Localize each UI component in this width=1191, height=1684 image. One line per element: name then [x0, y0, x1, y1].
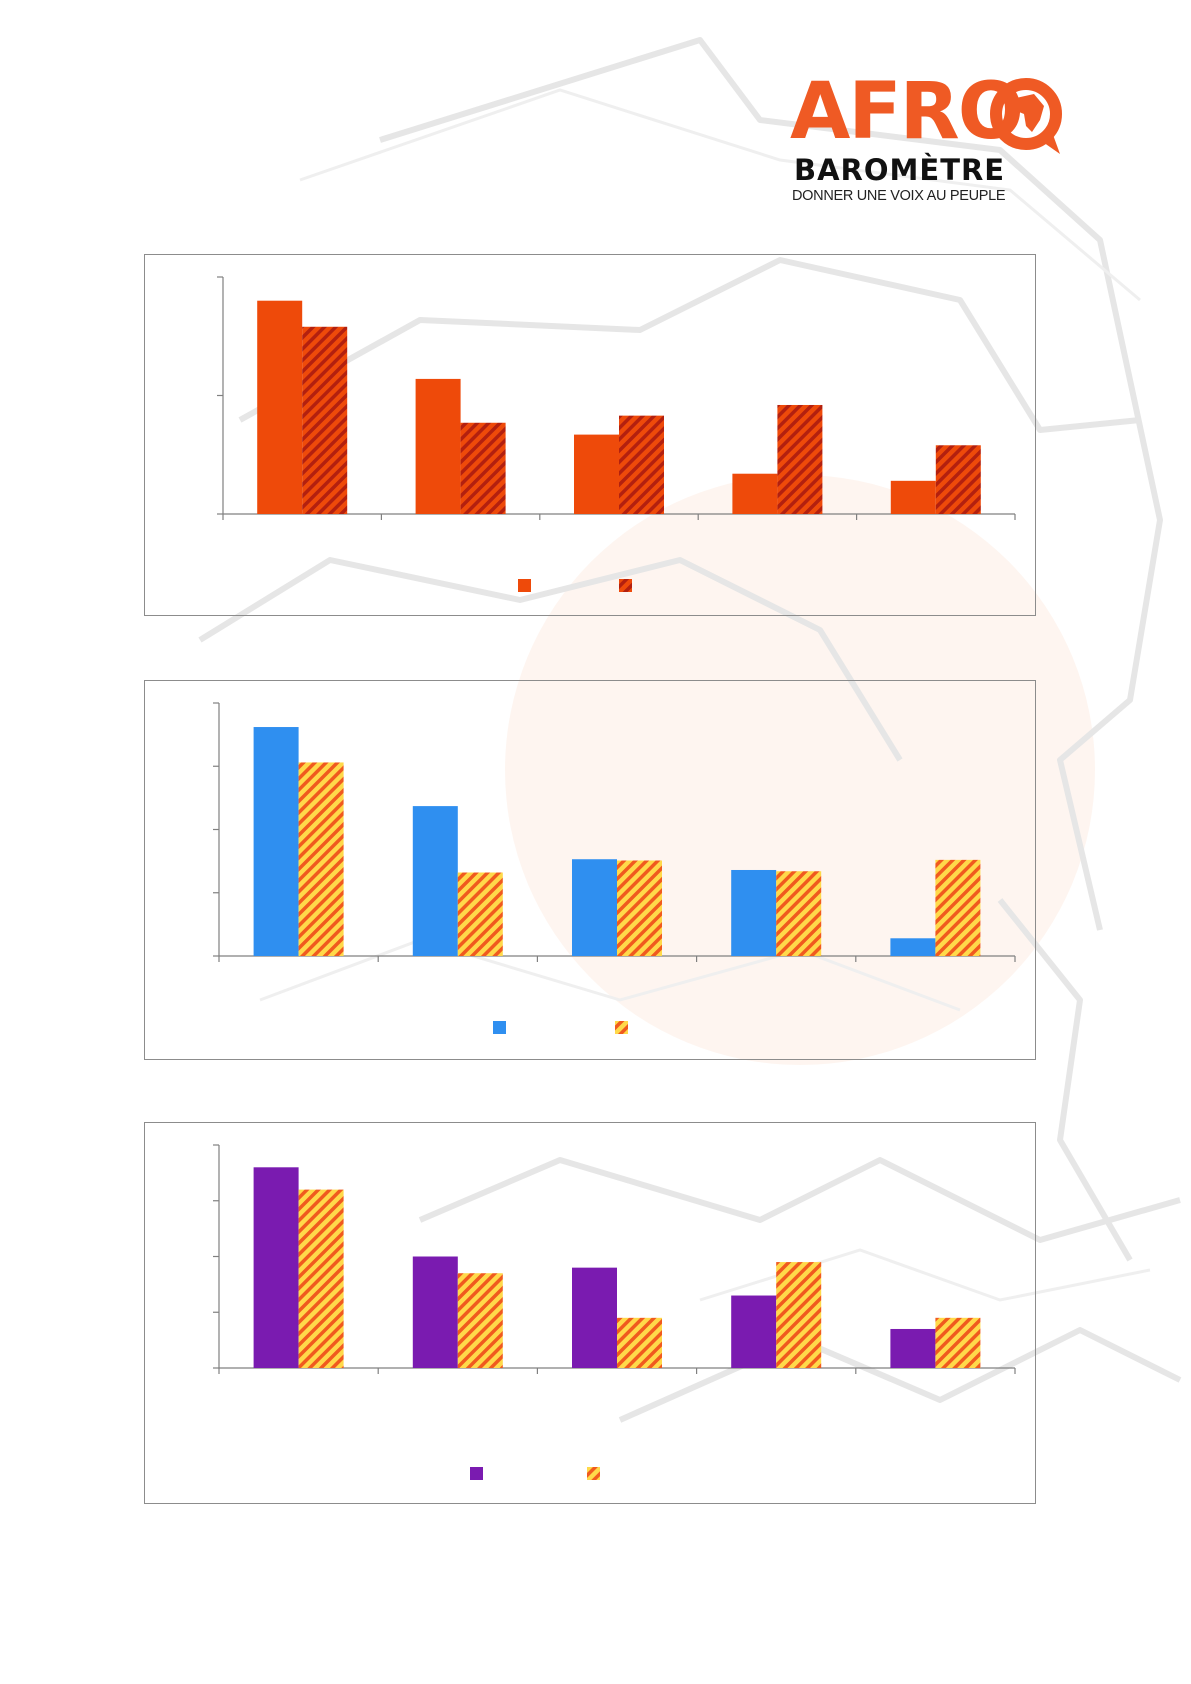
legend-swatch-hatched [615, 1021, 628, 1034]
bar-solid-3 [574, 434, 619, 514]
legend-swatch-hatched [619, 579, 632, 592]
bar-hatched-2 [457, 1273, 503, 1368]
logo-tagline: DONNER UNE VOIX AU PEUPLE [792, 188, 1006, 204]
bar-hatched-4 [776, 871, 822, 956]
bar-solid-4 [731, 869, 777, 956]
chart-3 [144, 1122, 1036, 1504]
bar-solid-5 [890, 480, 936, 514]
bar-hatched-1 [298, 762, 344, 956]
bar-hatched-5 [935, 859, 981, 956]
afrobarometer-logo: AFRO BAROMÈTRE DONNER UNE VOIX AU PEUPLE [790, 70, 1070, 210]
chart-1-plot [217, 276, 1016, 592]
legend-swatch-solid [493, 1021, 506, 1034]
bar-solid-1 [253, 727, 299, 956]
bar-hatched-5 [935, 1317, 981, 1368]
bar-solid-1 [257, 300, 303, 514]
bar-hatched-2 [457, 872, 503, 956]
bar-solid-2 [412, 1256, 458, 1368]
bar-solid-2 [412, 806, 458, 956]
logo-name-text: BAROMÈTRE [794, 153, 1006, 187]
bar-hatched-1 [298, 1189, 344, 1368]
speech-bubble-africa-icon [990, 78, 1062, 154]
chart-3-plot [213, 1144, 1016, 1480]
legend-swatch-solid [470, 1467, 483, 1480]
bar-hatched-2 [460, 422, 506, 514]
bar-hatched-3 [617, 860, 662, 956]
bar-hatched-4 [777, 404, 823, 514]
logo-brand-text: AFRO [790, 67, 1024, 157]
bar-solid-5 [890, 938, 936, 956]
bar-solid-1 [253, 1167, 299, 1368]
bar-hatched-1 [302, 326, 348, 514]
bar-solid-2 [415, 378, 461, 514]
legend-swatch-solid [518, 579, 531, 592]
legend-swatch-hatched [587, 1467, 600, 1480]
bar-hatched-3 [617, 1317, 662, 1368]
bar-solid-4 [731, 1295, 777, 1368]
bar-hatched-4 [776, 1262, 822, 1368]
bar-hatched-5 [935, 445, 981, 514]
bar-solid-4 [732, 473, 778, 514]
bar-solid-5 [890, 1328, 936, 1368]
bar-solid-3 [572, 859, 617, 956]
bar-solid-3 [572, 1267, 617, 1368]
bar-hatched-3 [619, 415, 664, 514]
chart-2 [144, 680, 1036, 1060]
chart-2-plot [213, 702, 1016, 1034]
chart-1 [144, 254, 1036, 616]
